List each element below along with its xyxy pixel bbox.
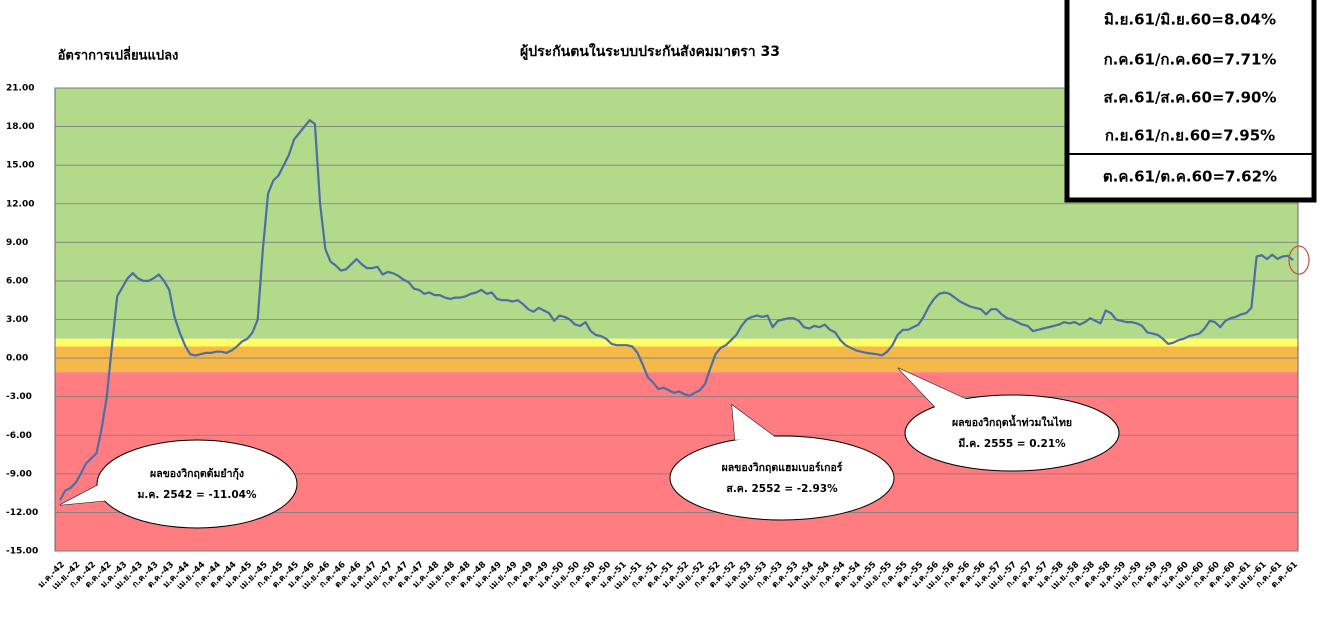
y-tick-label: 6.00 xyxy=(6,276,28,286)
y-tick-label: -6.00 xyxy=(6,431,32,441)
y-tick-label: 18.00 xyxy=(6,122,34,132)
summary-line: ก.ย.61/ก.ย.60=7.95% xyxy=(1105,127,1275,145)
data-line xyxy=(59,119,1294,501)
summary-box xyxy=(1064,0,1317,203)
y-tick-label: 9.00 xyxy=(6,238,28,248)
callout-text: ผลของวิกฤตน้ำท่วมในไทย xyxy=(952,414,1072,429)
callout-text: ม.ค. 2542 = -11.04% xyxy=(137,489,256,501)
zone-band xyxy=(55,338,1298,347)
callout xyxy=(96,439,298,529)
summary-line: ก.ค.61/ก.ค.60=7.71% xyxy=(1104,51,1277,69)
callout-join xyxy=(732,405,775,440)
callout-join xyxy=(898,368,968,410)
callout-text: มี.ค. 2555 = 0.21% xyxy=(958,437,1066,450)
y-tick-label: 0.00 xyxy=(6,354,28,364)
y-tick-label: 15.00 xyxy=(6,161,34,171)
highlight-circle xyxy=(1288,245,1310,275)
y-tick-label: -3.00 xyxy=(6,392,32,402)
summary-line: มิ.ย.61/มิ.ย.60=8.04% xyxy=(1104,11,1276,29)
callout-text: ส.ค. 2552 = -2.93% xyxy=(726,483,838,495)
callout xyxy=(669,435,895,521)
chart-title: ผู้ประกันตนในระบบประกันสังคมมาตรา 33 xyxy=(520,42,780,60)
summary-line: ส.ค.61/ส.ค.60=7.90% xyxy=(1103,89,1276,107)
y-tick-label: 21.00 xyxy=(6,84,34,94)
y-tick-label: 12.00 xyxy=(6,199,34,209)
y-tick-label: -9.00 xyxy=(6,469,32,479)
zone-band xyxy=(55,346,1298,373)
y-tick-label: -15.00 xyxy=(6,547,38,557)
y-tick-label: 3.00 xyxy=(6,315,28,325)
callout-join xyxy=(60,484,112,505)
callout xyxy=(904,394,1120,472)
summary-line: ต.ค.61/ต.ค.60=7.62% xyxy=(1103,168,1277,186)
y-axis-label: อัตราการเปลี่ยนแปลง xyxy=(58,46,179,64)
callout-text: ผลของวิกฤตต้มยำกุ้ง xyxy=(150,467,244,481)
y-tick-label: -12.00 xyxy=(6,508,38,518)
callout-text: ผลของวิกฤตแฮมเบอร์เกอร์ xyxy=(722,461,843,474)
